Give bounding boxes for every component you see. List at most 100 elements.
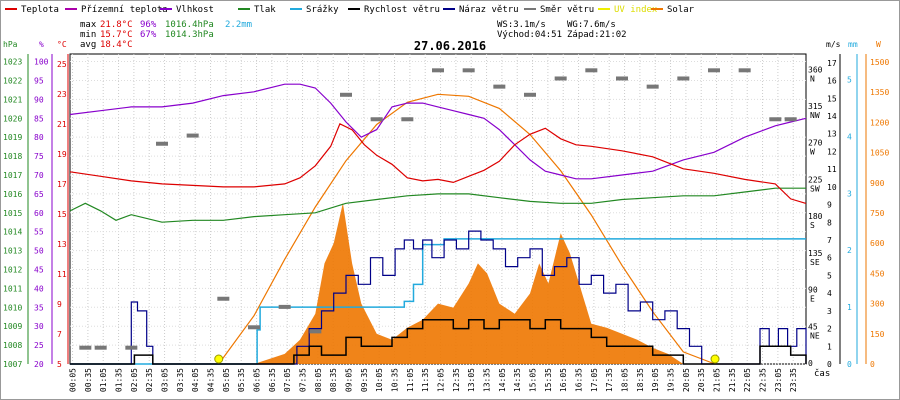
x-tick-label: 12:05 — [437, 368, 446, 392]
stat-avg-label: avg — [80, 40, 96, 50]
temp-tick-label: 23 — [57, 90, 67, 99]
temp-tick-label: 15 — [57, 210, 67, 219]
x-tick-label: 20:35 — [697, 368, 706, 392]
hpa-tick-label: 1008 — [3, 341, 22, 350]
w-tick-label: 600 — [870, 239, 885, 248]
pct-tick-label: 55 — [34, 228, 44, 237]
x-tick-label: 15:35 — [544, 368, 553, 392]
dir-tick-compass: SW — [810, 184, 820, 193]
w-tick-label: 900 — [870, 179, 885, 188]
temp-tick-label: 19 — [57, 150, 67, 159]
x-tick-label: 21:05 — [713, 368, 722, 392]
pct-tick-label: 30 — [34, 322, 44, 331]
dir-tick-label: 225 — [808, 175, 823, 184]
temp-tick-label: 7 — [57, 330, 62, 339]
dir-tick-label: 270 — [808, 139, 823, 148]
hpa-tick-label: 1023 — [3, 58, 22, 67]
x-tick-label: 14:05 — [498, 368, 507, 392]
x-tick-label: 11:35 — [421, 368, 430, 392]
stat-min-hum: 67% — [140, 30, 157, 40]
pct-tick-label: 95 — [34, 76, 44, 85]
ms-tick-label: 9 — [827, 201, 832, 210]
x-tick-label: 18:35 — [636, 368, 645, 392]
x-tick-label: 06:35 — [268, 368, 277, 392]
pct-tick-label: 75 — [34, 152, 44, 161]
hpa-tick-label: 1014 — [3, 228, 22, 237]
rain-line — [70, 238, 806, 365]
ms-tick-label: 7 — [827, 236, 832, 245]
ms-tick-label: 1 — [827, 342, 832, 351]
x-tick-label: 01:05 — [99, 368, 108, 392]
ms-tick-label: 3 — [827, 307, 832, 316]
x-tick-label: 04:05 — [191, 368, 200, 392]
pct-tick-label: 35 — [34, 303, 44, 312]
temperature-line — [69, 122, 807, 204]
mm-tick-label: 3 — [847, 189, 852, 198]
hpa-tick-label: 1022 — [3, 76, 22, 85]
stat-min-label: min — [80, 30, 96, 40]
stat-sunset: Západ:21:02 — [567, 30, 627, 40]
hpa-tick-label: 1016 — [3, 190, 22, 199]
ms-tick-label: 13 — [827, 130, 837, 139]
pct-tick-label: 25 — [34, 341, 44, 350]
dir-tick-compass: S — [810, 221, 815, 230]
wind-direction-mark — [94, 345, 107, 350]
temp-tick-label: 5 — [57, 360, 62, 369]
wind-direction-mark — [401, 117, 414, 122]
x-tick-label: 06:05 — [253, 368, 262, 392]
dir-tick-label: 180 — [808, 212, 823, 221]
x-tick-label: 07:35 — [299, 368, 308, 392]
wind-direction-mark — [278, 304, 291, 309]
legend-label: Náraz větru — [459, 5, 519, 15]
x-tick-label: 10:35 — [391, 368, 400, 392]
w-tick-label: 750 — [870, 209, 885, 218]
stat-sunrise: Východ:04:51 — [497, 30, 562, 40]
hpa-tick-label: 1020 — [3, 114, 22, 123]
x-tick-label: 14:35 — [513, 368, 522, 392]
hpa-tick-label: 1007 — [3, 360, 22, 369]
pct-tick-label: 60 — [34, 209, 44, 218]
pct-tick-label: 70 — [34, 171, 44, 180]
stat-ws: WS:3.1m/s — [497, 20, 546, 30]
x-tick-label: 23:35 — [789, 368, 798, 392]
stat-min-temp: 15.7°C — [100, 30, 133, 40]
wind-direction-mark — [554, 76, 567, 81]
w-tick-label: 150 — [870, 330, 885, 339]
legend-label: UV index — [614, 5, 658, 15]
pct-tick-label: 50 — [34, 247, 44, 256]
w-tick-label: 1050 — [870, 149, 889, 158]
axes: 00:05 00:35 01:05 01:35 02:05 02:35 03:05 03:35… — [3, 40, 889, 392]
w-tick-label: 0 — [870, 360, 875, 369]
hpa-tick-label: 1019 — [3, 133, 22, 142]
temp-tick-label: 11 — [57, 270, 67, 279]
wind-direction-mark — [186, 133, 199, 138]
x-tick-label: 19:05 — [651, 368, 660, 392]
temp-tick-label: 17 — [57, 180, 67, 189]
temp-tick-label: 25 — [57, 60, 67, 69]
stat-wg: WG:7.6m/s — [567, 20, 616, 30]
stat-max-rain: 2.2mm — [225, 20, 252, 30]
chart-title: 27.06.2016 — [414, 39, 486, 53]
x-tick-label: 11:05 — [406, 368, 415, 392]
dir-tick-label: 360 — [808, 65, 823, 74]
w-tick-label: 300 — [870, 300, 885, 309]
wind-direction-mark — [646, 84, 659, 89]
x-tick-label: 09:35 — [360, 368, 369, 392]
dir-tick-label: 135 — [808, 249, 823, 258]
x-tick-label: 17:35 — [605, 368, 614, 392]
pct-tick-label: 65 — [34, 190, 44, 199]
x-tick-label: 10:05 — [375, 368, 384, 392]
pct-tick-label: 85 — [34, 114, 44, 123]
hpa-tick-label: 1011 — [3, 284, 22, 293]
x-tick-label: 22:35 — [759, 368, 768, 392]
x-tick-label: 05:35 — [237, 368, 246, 392]
temp-tick-label: 13 — [57, 240, 67, 249]
stat-max-label: max — [80, 20, 97, 30]
pct-tick-label: 40 — [34, 284, 44, 293]
temp-tick-label: 9 — [57, 300, 62, 309]
x-tick-label: 18:05 — [621, 368, 630, 392]
dir-tick-compass: W — [810, 148, 815, 157]
stat-min-press: 1014.3hPa — [165, 30, 214, 40]
x-tick-label: 08:35 — [329, 368, 338, 392]
ms-tick-label: 14 — [827, 112, 837, 121]
